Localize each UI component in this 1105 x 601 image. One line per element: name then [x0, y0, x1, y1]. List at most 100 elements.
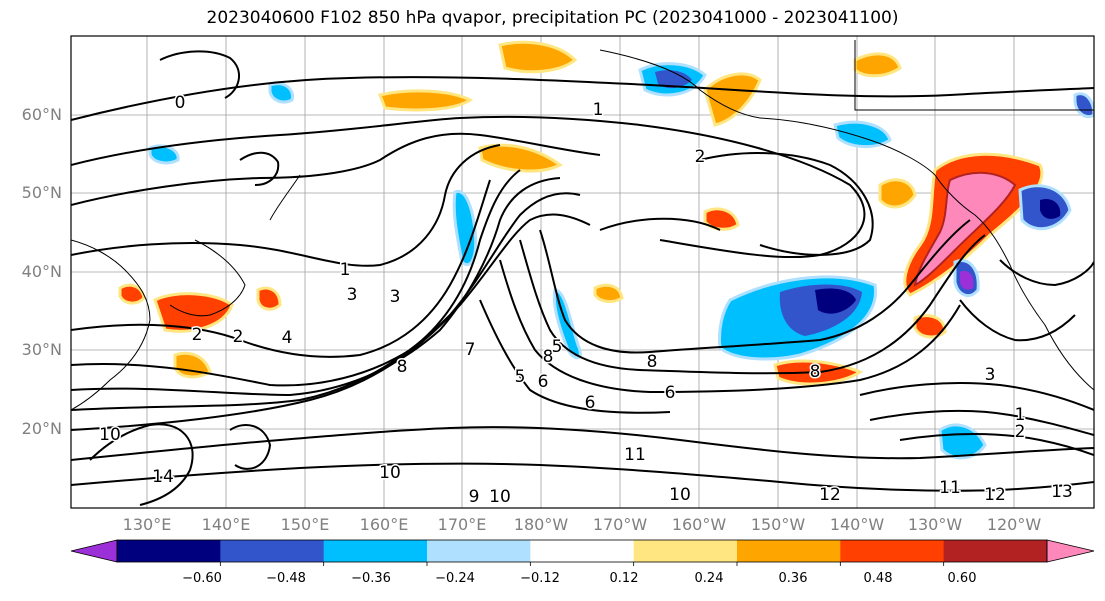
graticule: [71, 36, 1094, 508]
contour-label: 10: [99, 425, 121, 445]
colorbar-segment: [633, 540, 738, 562]
precip-positive-area: [173, 351, 212, 379]
colorbar-tick-label: 0.24: [694, 571, 724, 586]
lon-label: 130°E: [122, 515, 172, 534]
colorbar-segment: [220, 540, 325, 562]
lon-label: 180°W: [513, 515, 569, 534]
contour-label: 10: [379, 463, 401, 483]
precip-positive-area: [913, 314, 947, 339]
map-title: 2023040600 F102 850 hPa qvapor, precipit…: [206, 8, 899, 28]
precip-negative-area: [268, 82, 295, 104]
contour-label: 2: [233, 327, 244, 347]
precip-negative-area: [655, 70, 692, 89]
colorbar-frame: [116, 539, 1048, 563]
lon-label: 140°W: [829, 515, 885, 534]
colorbar-tick-label: 0.12: [609, 571, 639, 586]
precip-negative-area: [960, 270, 974, 290]
coastlines: [71, 40, 1094, 411]
colorbar-segment: [840, 540, 945, 562]
map-frame: [70, 35, 1095, 509]
colorbar-segment: [117, 540, 221, 562]
precip-positive-area: [153, 292, 234, 333]
colorbar-tick-label: −0.60: [182, 571, 222, 586]
lon-label: 130°W: [907, 515, 963, 534]
lat-label: 20°N: [21, 419, 62, 438]
colorbar: [70, 539, 1095, 566]
colorbar-tick-label: −0.36: [351, 571, 391, 586]
contour-label: 5: [552, 337, 563, 357]
contour-label: 3: [347, 285, 358, 305]
contour-label: 5: [515, 367, 526, 387]
contour-label: 2: [192, 325, 203, 345]
precip-positive-area: [118, 283, 146, 305]
contour-label: 2: [695, 147, 706, 167]
contour-label: 4: [282, 328, 293, 348]
precip-positive-area: [377, 89, 473, 112]
contour-label: 12: [984, 485, 1006, 505]
precip-positive-area: [478, 143, 563, 173]
contour-label: 14: [152, 467, 174, 487]
precip-negative-area: [452, 189, 478, 267]
contour-label: 11: [939, 478, 961, 498]
contour-label: 6: [585, 393, 596, 413]
colorbar-tick-label: −0.48: [266, 571, 306, 586]
precip-positive-area: [498, 40, 578, 74]
contour-label: 10: [669, 485, 691, 505]
colorbar-tick-label: 0.60: [947, 571, 977, 586]
lon-label: 120°W: [986, 515, 1042, 534]
colorbar-tick-label: 0.36: [778, 571, 808, 586]
lon-label: 160°W: [671, 515, 727, 534]
precip-positive-area: [913, 171, 1017, 287]
colorbar-segment: [427, 540, 531, 562]
precip-positive-area: [703, 72, 762, 127]
contour-label: 12: [819, 485, 841, 505]
contour-label: 3: [390, 287, 401, 307]
colorbar-extend-max: [1046, 539, 1095, 563]
lon-label: 150°W: [750, 515, 806, 534]
contour-label: 7: [465, 340, 476, 360]
lon-label: 140°E: [201, 515, 251, 534]
qvapor-contours: [71, 50, 1094, 506]
contour-label: 13: [1051, 482, 1073, 502]
precip-negative-area: [1040, 198, 1061, 219]
lat-label: 50°N: [21, 183, 62, 202]
lat-label: 40°N: [21, 262, 62, 281]
contour-label: 8: [543, 347, 554, 367]
contour-label: 0: [175, 93, 186, 113]
colorbar-tick-label: −0.12: [520, 571, 560, 586]
contour-label: 3: [985, 365, 996, 385]
colorbar-tick-label: 0.48: [863, 571, 893, 586]
contour-label: 1: [340, 260, 351, 280]
colorbar-segment: [323, 540, 428, 562]
colorbar-segment: [530, 540, 635, 562]
contour-label: 11: [624, 445, 646, 465]
contour-label: 6: [665, 383, 676, 403]
contour-label: 6: [538, 372, 549, 392]
precip-positive-area: [256, 286, 282, 311]
contour-label: 9: [469, 487, 480, 507]
lat-label: 30°N: [21, 340, 62, 359]
colorbar-segment: [943, 540, 1048, 562]
lon-label: 150°E: [280, 515, 330, 534]
lon-label: 170°W: [592, 515, 648, 534]
contour-label: 2: [1015, 422, 1026, 442]
contour-label: 8: [810, 362, 821, 382]
colorbar-tick-label: −0.24: [435, 571, 475, 586]
contour-label: 1: [1015, 405, 1026, 425]
precip-negative-area: [833, 120, 892, 148]
precip-positive-area: [593, 283, 624, 304]
contour-label: 10: [489, 487, 511, 507]
precip-negative-area: [815, 288, 856, 314]
precip-positive-area: [853, 52, 902, 78]
contour-label: 1: [593, 100, 604, 120]
colorbar-extend-min: [70, 539, 118, 563]
contour-label: 8: [397, 357, 408, 377]
lon-label: 170°E: [437, 515, 487, 534]
lat-label: 60°N: [21, 105, 62, 124]
lon-label: 160°E: [359, 515, 409, 534]
precip-positive-area: [878, 178, 917, 209]
colorbar-segment: [737, 540, 841, 562]
contour-label: 8: [647, 352, 658, 372]
